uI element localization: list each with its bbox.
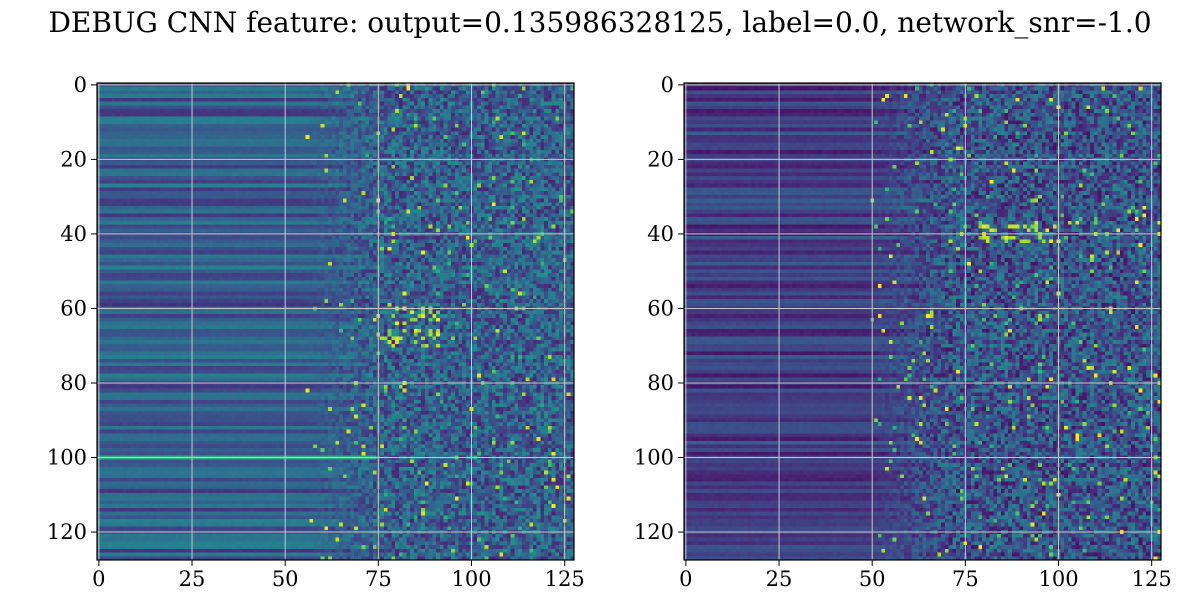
x-tick-label: 75	[365, 567, 392, 591]
x-tick-label: 25	[179, 567, 206, 591]
x-tick-label: 100	[451, 567, 491, 591]
y-tick-label: 100	[47, 446, 87, 470]
x-tick-label: 125	[1132, 567, 1172, 591]
axes-frame	[683, 82, 1162, 561]
x-tick-label: 75	[952, 567, 979, 591]
x-tick-label: 50	[272, 567, 299, 591]
heatmap-panel-left: 0 25 50 75 100 125 0 20 40 60 80 100 120	[47, 73, 585, 591]
x-tick-label: 125	[545, 567, 585, 591]
x-tick-label: 0	[92, 567, 105, 591]
y-tick-label: 60	[647, 296, 674, 320]
x-tick-label: 0	[679, 567, 692, 591]
heatmap-image	[97, 83, 574, 560]
y-tick-label: 120	[634, 520, 674, 544]
figure-title: DEBUG CNN feature: output=0.135986328125…	[48, 6, 1152, 39]
heatmap-panel-right: 0 25 50 75 100 125 0 20 40 60 80 100 120	[634, 73, 1172, 591]
y-tick-label: 0	[661, 73, 674, 97]
x-tick-label: 50	[859, 567, 886, 591]
x-tick-label: 100	[1038, 567, 1078, 591]
y-tick-label: 80	[647, 371, 674, 395]
y-tick-label: 80	[60, 371, 87, 395]
axes-frame	[96, 82, 575, 561]
y-tick-label: 40	[60, 222, 87, 246]
y-tick-label: 60	[60, 296, 87, 320]
y-tick-label: 0	[74, 73, 87, 97]
heatmap-image	[684, 83, 1161, 560]
y-tick-label: 120	[47, 520, 87, 544]
y-tick-label: 100	[634, 446, 674, 470]
x-tick-label: 25	[766, 567, 793, 591]
y-tick-label: 40	[647, 222, 674, 246]
y-tick-label: 20	[60, 147, 87, 171]
y-tick-label: 20	[647, 147, 674, 171]
